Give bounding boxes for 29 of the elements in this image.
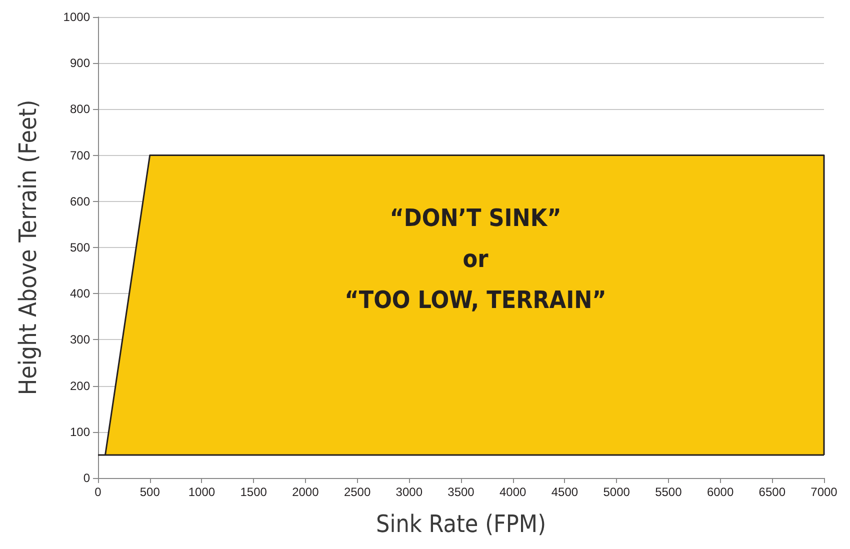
x-axis-title: Sink Rate (FPM)	[376, 510, 546, 538]
x-tick-label: 7000	[810, 485, 838, 499]
x-tick-label: 5000	[603, 485, 630, 499]
y-axis-title: Height Above Terrain (Feet)	[14, 100, 42, 396]
y-tick-label: 1000	[63, 10, 90, 24]
y-tick-label: 300	[70, 332, 90, 347]
y-tick-label: 400	[70, 286, 90, 301]
annotation: “DON’T SINK” or “TOO LOW, TERRAIN”	[344, 204, 606, 314]
y-tick-label: 600	[70, 194, 90, 208]
y-tick-label: 900	[70, 56, 90, 70]
y-tick-label: 800	[70, 102, 90, 116]
x-tick-label: 6000	[706, 485, 734, 499]
x-tick-label: 4500	[551, 485, 578, 499]
x-tick-label: 3500	[448, 485, 475, 499]
x-tick-label: 4000	[500, 485, 527, 499]
x-tick-label: 0	[94, 485, 102, 499]
y-tick-label: 200	[70, 378, 90, 393]
x-tick-label: 1000	[188, 485, 216, 499]
y-tick-label: 0	[83, 471, 90, 485]
x-tick-label: 2000	[292, 485, 320, 499]
y-tick-label: 700	[70, 148, 90, 162]
x-tick-label: 500	[140, 485, 160, 499]
x-tick-label: 3000	[396, 485, 423, 499]
y-tick-label: 100	[70, 424, 90, 439]
x-tick-label: 6500	[758, 485, 786, 499]
y-tick-label: 500	[70, 240, 90, 254]
x-tick-label: 5500	[655, 485, 682, 499]
x-tick-label: 1500	[240, 485, 268, 499]
x-tick-label: 2500	[344, 485, 371, 499]
